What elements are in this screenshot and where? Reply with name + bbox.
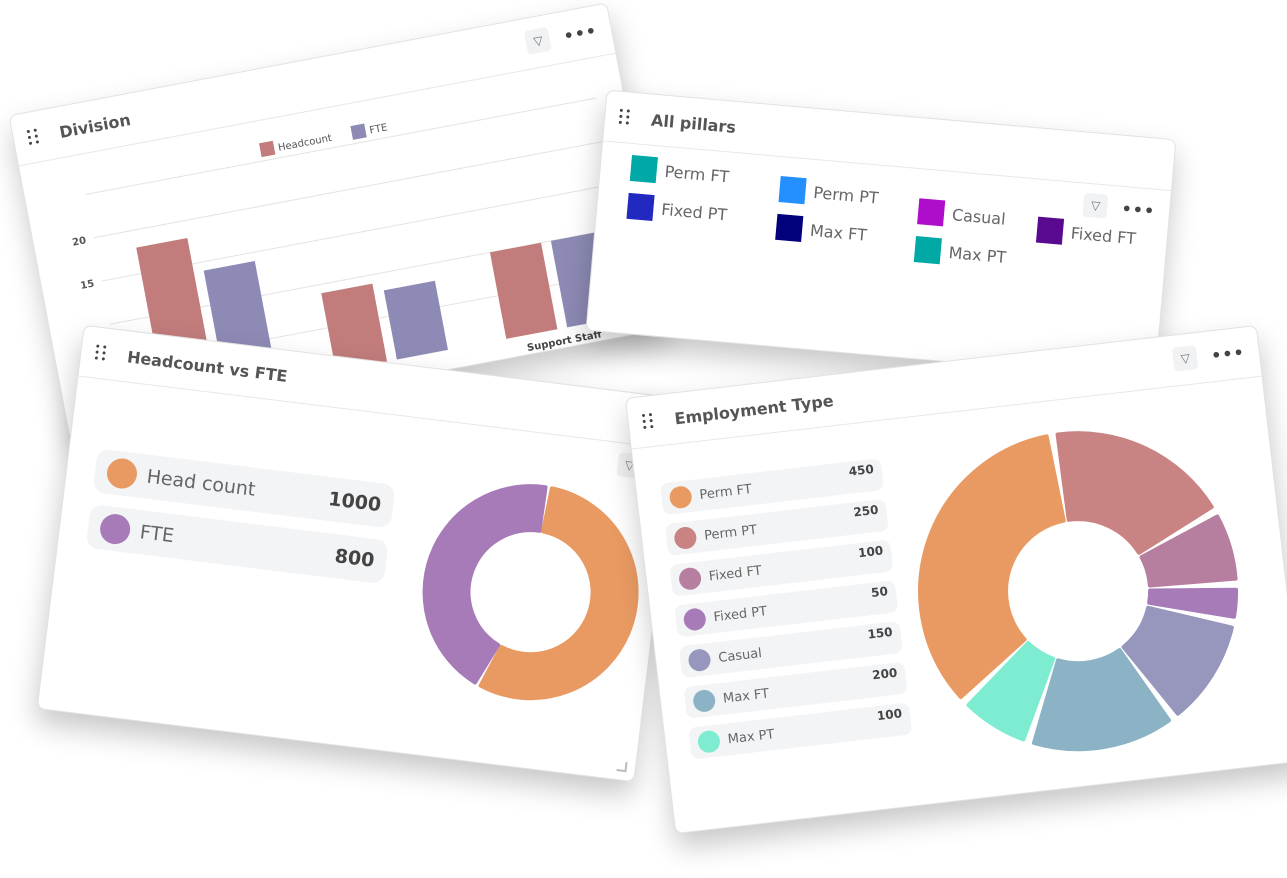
legend-swatch bbox=[626, 192, 655, 222]
legend-label: Max FT bbox=[809, 220, 868, 245]
legend-item[interactable]: Casual bbox=[917, 198, 1007, 232]
legend-label: Fixed FT bbox=[1070, 223, 1137, 248]
legend-item[interactable]: Fixed PT bbox=[626, 192, 728, 228]
legend-swatch bbox=[350, 123, 367, 140]
card-title: Headcount vs FTE bbox=[126, 346, 289, 386]
employment-slice-casual[interactable] bbox=[1119, 598, 1241, 719]
y-tick-label: 15 bbox=[80, 279, 96, 292]
legend-item[interactable]: Max FT bbox=[775, 213, 868, 248]
y-tick-label: 20 bbox=[71, 235, 87, 248]
legend-item[interactable]: Fixed FT bbox=[1035, 216, 1137, 252]
resize-corner-icon[interactable] bbox=[616, 761, 628, 773]
card-title: Division bbox=[57, 109, 133, 142]
legend-item[interactable]: Max PT bbox=[913, 236, 1008, 270]
legend-swatch bbox=[629, 154, 658, 184]
legend-label: Headcount bbox=[277, 133, 333, 154]
legend-swatch bbox=[259, 140, 276, 158]
legend-label: Perm FT bbox=[663, 161, 730, 187]
headcount-slice-head-count[interactable] bbox=[478, 483, 649, 711]
filter-icon[interactable]: ▽ bbox=[524, 26, 553, 55]
bar-headcount[interactable] bbox=[321, 283, 388, 372]
more-horizontal-icon[interactable]: ••• bbox=[1120, 198, 1156, 221]
employment-slice-fixed-ft[interactable] bbox=[1138, 514, 1238, 589]
drag-handle-icon[interactable] bbox=[26, 128, 40, 146]
legend-label: Casual bbox=[951, 204, 1007, 229]
legend-label: FTE bbox=[369, 122, 389, 136]
legend-swatch bbox=[778, 176, 807, 205]
legend-swatch bbox=[913, 236, 942, 265]
legend-label: Max PT bbox=[947, 242, 1007, 267]
filter-icon[interactable]: ▽ bbox=[1082, 192, 1109, 219]
employment-slice-fixed-pt[interactable] bbox=[1147, 581, 1239, 627]
bar-fte[interactable] bbox=[383, 280, 448, 360]
bar-headcount[interactable] bbox=[489, 242, 558, 339]
drag-handle-icon[interactable] bbox=[618, 108, 630, 126]
headcount-donut-chart bbox=[414, 474, 649, 711]
legend-label: Perm PT bbox=[812, 182, 880, 208]
card-title: All pillars bbox=[650, 110, 737, 137]
legend-item[interactable]: Perm PT bbox=[778, 176, 879, 211]
employment-slice-max-pt[interactable] bbox=[962, 640, 1062, 745]
employment-donut-chart bbox=[903, 418, 1241, 755]
legend-swatch bbox=[775, 213, 804, 243]
employment-slice-perm-ft[interactable] bbox=[903, 434, 1083, 701]
legend-swatch bbox=[917, 198, 946, 227]
legend-label: Fixed PT bbox=[660, 199, 728, 224]
headcount-slice-fte[interactable] bbox=[414, 474, 548, 688]
legend-swatch bbox=[1035, 216, 1065, 245]
employment-slice-perm-pt[interactable] bbox=[1055, 418, 1216, 561]
all-pillars-card: All pillars ▽ ••• Perm FT Fixed PT Perm PT… bbox=[585, 89, 1177, 381]
legend-item[interactable]: Perm FT bbox=[629, 154, 730, 189]
grid-line bbox=[85, 97, 597, 195]
employment-type-card: Employment Type ▽ ••• Perm FT 450 Perm PT 2… bbox=[624, 324, 1287, 835]
grid-line bbox=[93, 140, 605, 239]
drag-handle-icon[interactable] bbox=[94, 344, 107, 361]
headcount-vs-fte-card: Headcount vs FTE ▽ Head count 1000 FTE 800 bbox=[36, 324, 682, 783]
more-horizontal-icon[interactable]: ••• bbox=[561, 20, 599, 46]
employment-slice-max-ft[interactable] bbox=[1024, 645, 1172, 755]
